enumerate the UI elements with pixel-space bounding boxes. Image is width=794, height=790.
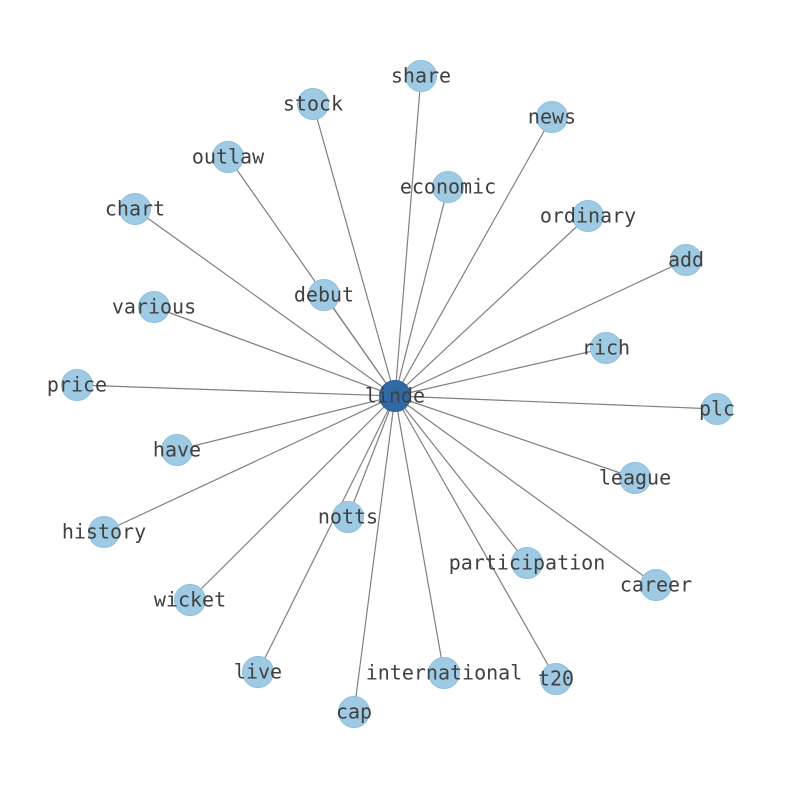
node-chart[interactable] — [119, 193, 151, 225]
node-cap[interactable] — [338, 696, 370, 728]
edge-linde-wicket — [189, 395, 396, 601]
edge-linde-live — [257, 395, 396, 673]
node-league[interactable] — [619, 462, 651, 494]
node-history[interactable] — [88, 516, 120, 548]
edge-linde-league — [394, 395, 636, 479]
node-notts[interactable] — [332, 501, 364, 533]
node-label-news: news — [528, 105, 576, 129]
edge-linde-share — [394, 75, 422, 397]
node-rich[interactable] — [590, 332, 622, 364]
node-label-various: various — [112, 295, 196, 319]
node-label-notts: notts — [318, 505, 378, 529]
edges — [76, 75, 718, 713]
node-add[interactable] — [670, 244, 702, 276]
node-label-price: price — [47, 373, 107, 397]
edge-linde-t20 — [394, 395, 557, 680]
node-t20[interactable] — [540, 663, 572, 695]
nodes — [61, 60, 733, 728]
node-news[interactable] — [536, 101, 568, 133]
node-economic[interactable] — [432, 171, 464, 203]
node-participation[interactable] — [511, 547, 543, 579]
node-outlaw[interactable] — [212, 141, 244, 173]
edge-linde-price — [76, 384, 396, 397]
edge-linde-have — [176, 395, 396, 451]
edge-linde-plc — [394, 395, 718, 410]
edge-linde-debut — [323, 294, 396, 397]
node-share[interactable] — [405, 60, 437, 92]
node-wicket[interactable] — [174, 584, 206, 616]
node-label-linde: linde — [365, 384, 425, 408]
edge-linde-various — [153, 306, 396, 397]
node-career[interactable] — [640, 569, 672, 601]
edge-linde-ordinary — [394, 215, 589, 397]
node-label-wicket: wicket — [154, 588, 226, 612]
node-label-debut: debut — [294, 283, 354, 307]
node-ordinary[interactable] — [572, 200, 604, 232]
edge-linde-economic — [394, 186, 449, 397]
node-label-live: live — [234, 660, 282, 684]
node-label-chart: chart — [105, 197, 165, 221]
node-label-history: history — [62, 520, 146, 544]
node-live[interactable] — [242, 656, 274, 688]
node-have[interactable] — [161, 434, 193, 466]
node-label-share: share — [391, 64, 451, 88]
node-label-career: career — [620, 573, 692, 597]
edge-linde-notts — [347, 395, 396, 518]
node-various[interactable] — [138, 291, 170, 323]
edge-linde-participation — [394, 395, 528, 564]
node-debut[interactable] — [308, 279, 340, 311]
node-label-outlaw: outlaw — [192, 145, 265, 169]
edge-linde-add — [394, 259, 687, 397]
edge-linde-chart — [134, 208, 396, 397]
node-plc[interactable] — [701, 393, 733, 425]
node-label-participation: participation — [449, 551, 606, 575]
edge-linde-rich — [394, 347, 607, 397]
node-label-rich: rich — [582, 336, 630, 360]
node-label-plc: plc — [699, 397, 735, 421]
node-international[interactable] — [428, 657, 460, 689]
edge-linde-international — [394, 395, 445, 674]
node-linde[interactable] — [379, 380, 411, 412]
labels: linde share stock news outlaw economic chart or… — [47, 64, 735, 724]
node-label-international: international — [366, 661, 523, 685]
edge-linde-career — [394, 395, 657, 586]
node-label-add: add — [668, 248, 704, 272]
node-label-cap: cap — [336, 700, 372, 724]
edge-linde-history — [103, 395, 396, 533]
edge-linde-cap — [353, 395, 396, 713]
node-label-league: league — [599, 466, 671, 490]
edge-linde-stock — [312, 103, 396, 397]
node-stock[interactable] — [297, 88, 329, 120]
node-label-ordinary: ordinary — [540, 204, 636, 228]
node-label-economic: economic — [400, 175, 496, 199]
node-label-have: have — [153, 438, 201, 462]
edge-linde-news — [394, 116, 553, 397]
node-price[interactable] — [61, 369, 93, 401]
node-label-t20: t20 — [538, 667, 574, 691]
node-label-stock: stock — [283, 92, 343, 116]
